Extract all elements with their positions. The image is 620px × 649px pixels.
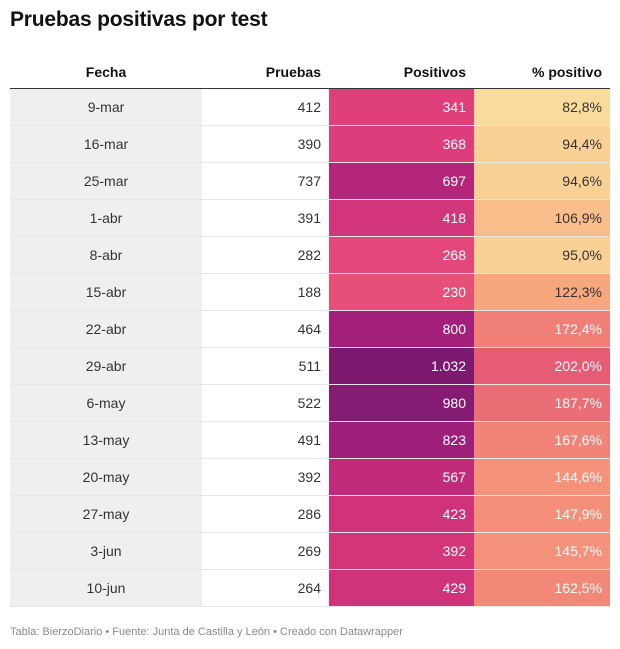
cell-pruebas: 390	[202, 125, 329, 163]
cell-fecha: 16-mar	[10, 125, 202, 163]
header-row: Fecha Pruebas Positivos % positivo	[10, 56, 610, 89]
cell-pct-positivo: 82,8%	[474, 88, 610, 126]
table-row: 8-abr 282 268 95,0%	[10, 236, 610, 274]
cell-fecha: 22-abr	[10, 310, 202, 348]
table-row: 1-abr 391 418 106,9%	[10, 199, 610, 237]
cell-positivos: 392	[329, 532, 474, 570]
cell-pruebas: 269	[202, 532, 329, 570]
column-header-pruebas[interactable]: Pruebas	[202, 56, 329, 89]
table-row: 10-jun 264 429 162,5%	[10, 569, 610, 607]
cell-pruebas: 511	[202, 347, 329, 385]
cell-pruebas: 412	[202, 88, 329, 126]
column-header-fecha[interactable]: Fecha	[10, 56, 202, 89]
cell-pct-positivo: 172,4%	[474, 310, 610, 348]
cell-pct-positivo: 202,0%	[474, 347, 610, 385]
column-header-pct-positivo[interactable]: % positivo	[474, 56, 610, 89]
cell-fecha: 20-may	[10, 458, 202, 496]
table-row: 13-may 491 823 167,6%	[10, 421, 610, 459]
cell-pruebas: 737	[202, 162, 329, 200]
cell-pct-positivo: 95,0%	[474, 236, 610, 274]
data-table: Fecha Pruebas Positivos % positivo 9-mar…	[10, 56, 610, 607]
footer-credits: Tabla: BierzoDiario • Fuente: Junta de C…	[10, 626, 403, 638]
cell-pruebas: 188	[202, 273, 329, 311]
cell-positivos: 823	[329, 421, 474, 459]
cell-positivos: 230	[329, 273, 474, 311]
cell-fecha: 1-abr	[10, 199, 202, 237]
table-row: 16-mar 390 368 94,4%	[10, 125, 610, 163]
table-row: 3-jun 269 392 145,7%	[10, 532, 610, 570]
cell-pruebas: 392	[202, 458, 329, 496]
cell-positivos: 423	[329, 495, 474, 533]
cell-positivos: 1.032	[329, 347, 474, 385]
cell-fecha: 3-jun	[10, 532, 202, 570]
chart-title: Pruebas positivas por test	[10, 8, 268, 31]
table-row: 9-mar 412 341 82,8%	[10, 88, 610, 126]
cell-fecha: 8-abr	[10, 236, 202, 274]
cell-pruebas: 282	[202, 236, 329, 274]
cell-fecha: 13-may	[10, 421, 202, 459]
cell-pct-positivo: 145,7%	[474, 532, 610, 570]
table-body: 9-mar 412 341 82,8% 16-mar 390 368 94,4% 25-mar 7…	[10, 88, 610, 607]
cell-pruebas: 464	[202, 310, 329, 348]
cell-pruebas: 491	[202, 421, 329, 459]
cell-fecha: 9-mar	[10, 88, 202, 126]
table-row: 15-abr 188 230 122,3%	[10, 273, 610, 311]
cell-positivos: 368	[329, 125, 474, 163]
cell-pruebas: 286	[202, 495, 329, 533]
cell-pct-positivo: 94,6%	[474, 162, 610, 200]
cell-positivos: 567	[329, 458, 474, 496]
cell-positivos: 341	[329, 88, 474, 126]
table-row: 25-mar 737 697 94,6%	[10, 162, 610, 200]
cell-pct-positivo: 162,5%	[474, 569, 610, 607]
cell-positivos: 697	[329, 162, 474, 200]
cell-positivos: 268	[329, 236, 474, 274]
cell-pruebas: 391	[202, 199, 329, 237]
cell-positivos: 429	[329, 569, 474, 607]
cell-pct-positivo: 94,4%	[474, 125, 610, 163]
cell-fecha: 27-may	[10, 495, 202, 533]
table-row: 22-abr 464 800 172,4%	[10, 310, 610, 348]
column-header-positivos[interactable]: Positivos	[329, 56, 474, 89]
cell-pct-positivo: 106,9%	[474, 199, 610, 237]
table-row: 27-may 286 423 147,9%	[10, 495, 610, 533]
cell-pct-positivo: 147,9%	[474, 495, 610, 533]
cell-fecha: 29-abr	[10, 347, 202, 385]
cell-positivos: 980	[329, 384, 474, 422]
cell-fecha: 6-may	[10, 384, 202, 422]
cell-pct-positivo: 167,6%	[474, 421, 610, 459]
cell-positivos: 418	[329, 199, 474, 237]
table-row: 6-may 522 980 187,7%	[10, 384, 610, 422]
cell-fecha: 10-jun	[10, 569, 202, 607]
cell-pruebas: 522	[202, 384, 329, 422]
cell-fecha: 15-abr	[10, 273, 202, 311]
cell-pruebas: 264	[202, 569, 329, 607]
cell-fecha: 25-mar	[10, 162, 202, 200]
cell-pct-positivo: 187,7%	[474, 384, 610, 422]
cell-positivos: 800	[329, 310, 474, 348]
cell-pct-positivo: 122,3%	[474, 273, 610, 311]
cell-pct-positivo: 144,6%	[474, 458, 610, 496]
table-row: 29-abr 511 1.032 202,0%	[10, 347, 610, 385]
table-row: 20-may 392 567 144,6%	[10, 458, 610, 496]
